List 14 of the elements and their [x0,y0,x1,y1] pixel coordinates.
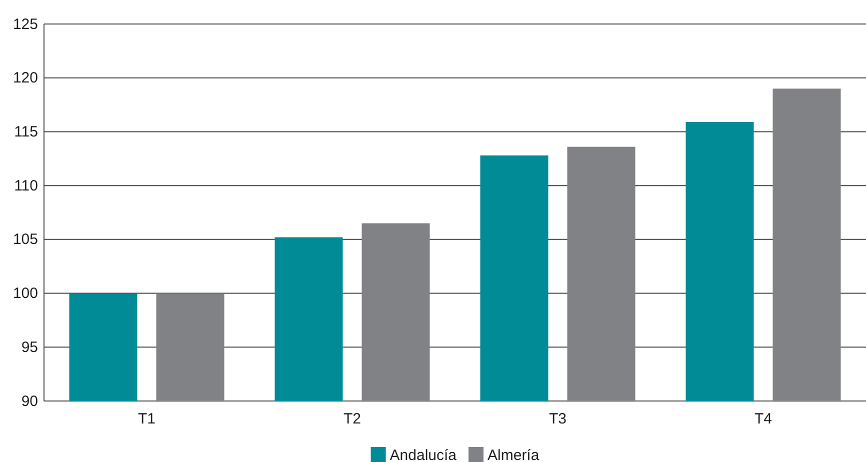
y-tick-label: 105 [12,231,38,248]
legend-label: Almería [488,447,540,462]
legend-label: Andalucía [390,447,458,462]
x-tick-label: T3 [548,410,567,428]
y-tick-label: 120 [12,70,38,87]
y-tick-label: 90 [21,392,38,410]
y-tick-label: 100 [12,285,38,302]
y-tick-label: 110 [14,177,38,194]
x-tick-label: T2 [343,410,362,428]
y-tick-label: 115 [14,124,38,141]
y-tick-label: 125 [12,16,38,33]
y-tick-label: 95 [21,338,38,356]
x-tick-label: T1 [138,410,156,428]
x-tick-label: T4 [754,410,772,428]
